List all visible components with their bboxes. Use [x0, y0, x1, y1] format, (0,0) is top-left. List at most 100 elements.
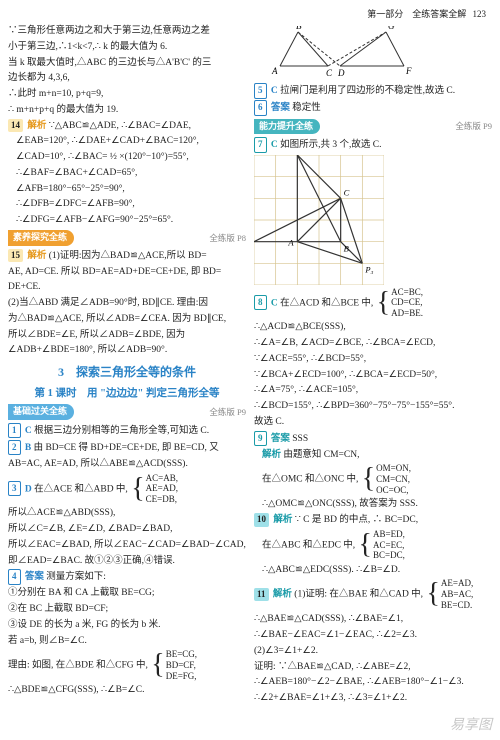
text-seg: SSS [292, 434, 308, 444]
brace-group: { AC=BC, CD=CE, AD=BE. [376, 287, 423, 319]
q-tag: 答案 [271, 434, 290, 444]
text-line: 即∠EAD=∠BAC. 故①②③正确,④错误. [8, 554, 246, 568]
text-seg: 拉闸门是利用了四边形的不稳定性,故选 C. [280, 86, 455, 96]
text-seg: (1)证明:因为△BAD≌△ACE,所以 BD= [49, 251, 207, 261]
text-line: AB=AC, AE=AD, 所以△ABE≌△ACD(SSS). [8, 457, 246, 471]
brace-item: AB=ED, [373, 529, 405, 540]
q-tag: 解析 [262, 450, 281, 460]
text-line: ∵三角形任意两边之和大于第三边,任意两边之差 [8, 24, 246, 38]
text-line: ②在 BC 上截取 BD=CF; [8, 602, 246, 616]
q6: 6 答案 稳定性 [254, 100, 492, 116]
q-number: 1 [8, 423, 21, 439]
q-number: 3 [8, 481, 21, 497]
q-ans: B [25, 443, 31, 453]
q-number: 10 [254, 513, 269, 527]
q-tag: 解析 [27, 121, 46, 131]
text-line: 为△BAD≌△ACE, 所以∠ADB=∠CEA. 因为 BD∥CE, [8, 312, 246, 326]
bar-badge: 基础过关全练 [8, 404, 74, 420]
text-line: ①分别在 BA 和 CA 上截取 BE=CG; [8, 586, 246, 600]
text-line: ∴△BAE≌△CAD(SSS), ∴∠BAE=∠1, [254, 612, 492, 626]
text-line: ∠CAD=10°, ∴∠BAC= ½ ×(120°−10°)=55°, [8, 150, 246, 164]
text-line: ∵∠ACE=55°, ∴∠BCD=55°, [254, 352, 492, 366]
svg-text:D: D [337, 68, 345, 78]
q8-head: 8 C 在△ACD 和△BCE 中, { AC=BC, CD=CE, AD=BE… [254, 287, 492, 319]
svg-text:C: C [326, 68, 333, 78]
bar-ability: 能力提升全练 全练版 P9 [254, 119, 492, 135]
q-number: 6 [254, 100, 267, 116]
q-number: 15 [8, 249, 23, 263]
text-seg: 在△ABC 和△EDC 中, [262, 540, 355, 550]
svg-text:B: B [296, 26, 302, 31]
text-line: ∴△ABC≌△EDC(SSS). ∴∠B=∠D. [254, 563, 492, 577]
q-tag: 解析 [273, 590, 292, 600]
brace-group: { BE=CG, BD=CF, DE=FG, [150, 649, 197, 681]
q-number: 2 [8, 440, 21, 456]
q-number: 7 [254, 137, 267, 153]
brace-item: CD=CE, [391, 297, 423, 308]
brace-icon: { [359, 534, 372, 556]
text-line: ∴此时 m+n=10, p+q=9, [8, 87, 246, 101]
brace-item: AB=AC, [441, 589, 473, 600]
text-seg: (1)证明: 在△BAE 和△CAD 中, [294, 590, 423, 600]
q10-head: 10 解析 ∵ C 是 BD 的中点, ∴ BC=DC, [254, 513, 492, 527]
brace-item: BD=CF, [166, 660, 197, 671]
text-line: ∴∠BCD=155°, ∴∠BPD=360°−75°−75°−155°=55°. [254, 399, 492, 413]
text-line: ∴∠AEB=180°−∠2−∠BAE, ∴∠AEB=180°−∠1−∠3. [254, 675, 492, 689]
q5: 5 C 拉闸门是利用了四边形的不稳定性,故选 C. [254, 83, 492, 99]
brace-item: AD=BE. [391, 308, 423, 319]
brace-item: AC=BC, [391, 287, 423, 298]
brace-item: AC=AB, [146, 473, 178, 484]
q-tag: 解析 [27, 251, 46, 261]
text-line: 所以△ACE≌△ABD(SSS), [8, 506, 246, 520]
text-line: 所以∠BDE=∠E, 所以∠ADB=∠BDE, 因为 [8, 328, 246, 342]
text-line: ∴△OMC≌△ONC(SSS), 故答案为 SSS. [254, 497, 492, 511]
q-ans: C [25, 426, 32, 436]
text-seg: 理由: 如图, 在△BDE 和△CFG 中, [8, 661, 148, 671]
q-ans: C [271, 298, 278, 308]
text-line: ∴△ACD≌△BCE(SSS), [254, 320, 492, 334]
bar-badge: 素养探究全练 [8, 230, 74, 246]
brace-icon: { [377, 292, 390, 314]
text-line: ∴∠DFB=∠DFC=∠AFB=90°, [8, 197, 246, 211]
q1: 1 C 根据三边分别相等的三角形全等,可知选 C. [8, 423, 246, 439]
q9-ans: 9 答案 SSS [254, 431, 492, 447]
brace-group: { OM=ON, CM=CN, OC=OC, [361, 463, 411, 495]
brace-item: OC=OC, [376, 485, 411, 496]
text-seg: 在△ACD 和△BCE 中, [280, 298, 373, 308]
header-section: 第一部分 全练答案全解 [367, 9, 466, 19]
q-number: 11 [254, 588, 269, 602]
text-line: ∴∠2+∠BAE=∠1+∠3, ∴∠3=∠1+∠2. [254, 691, 492, 705]
text-line: ∴∠A=∠B, ∠ACD=∠BCE, ∴∠BCA=∠ECD, [254, 336, 492, 350]
text-line: 证明: ∵△BAE≌△CAD, ∴∠ABE=∠2, [254, 660, 492, 674]
q-number: 8 [254, 295, 267, 311]
brace-icon: { [362, 468, 375, 490]
q11-head: 11 解析 (1)证明: 在△BAE 和△CAD 中, { AE=AD, AB=… [254, 578, 492, 610]
brace-item: AE=AD, [441, 578, 473, 589]
text-seg: 在△ACE 和△ABD 中, [34, 484, 128, 494]
q4-reason: 理由: 如图, 在△BDE 和△CFG 中, { BE=CG, BD=CF, D… [8, 649, 246, 681]
text-seg: 由题意知 CM=CN, [283, 450, 359, 460]
text-line: DE+CE. [8, 280, 246, 294]
text-line: 当 k 取最大值时,△ABC 的三边长与△A'B'C' 的三 [8, 56, 246, 70]
bar-basic: 基础过关全练 全练版 P9 [8, 404, 246, 420]
q4-head: 4 答案 测量方案如下: [8, 569, 246, 585]
q-number: 9 [254, 431, 267, 447]
text-line: ∴∠BAF=∠BAC+∠CAD=65°, [8, 166, 246, 180]
text-line: 所以∠EAC=∠BAD, 所以∠EAC−∠CAD=∠BAD−∠CAD, [8, 538, 246, 552]
text-seg: 由 BD=CE 得 BD+DE=CE+DE, 即 BE=CD, 又 [34, 443, 219, 453]
text-seg: 根据三边分别相等的三角形全等,可知选 C. [34, 426, 209, 436]
brace-item: DE=FG, [166, 671, 197, 682]
q-ans: C [271, 140, 278, 150]
q9-brace: 在△OMC 和△ONC 中, { OM=ON, CM=CN, OC=OC, [254, 463, 492, 495]
text-line: ∠EAB=120°, ∴∠DAE+∠CAD+∠BAC=120°, [8, 134, 246, 148]
right-column: ABCDGF 5 C 拉闸门是利用了四边形的不稳定性,故选 C. 6 答案 稳定… [254, 24, 492, 707]
bar-right: 全练版 P9 [209, 406, 246, 419]
brace-group: { AB=ED, AC=EC, BC=DC, [358, 529, 405, 561]
text-line: AE, AD=CE. 所以 BD=AE=AD+DE=CE+DE, 即 BD= [8, 265, 246, 279]
figure-grid: ABCP₁P₂P₃ [254, 155, 492, 285]
svg-text:G: G [388, 26, 395, 31]
brace-item: AE=AD, [146, 483, 178, 494]
q9-exp: 解析 由题意知 CM=CN, [254, 448, 492, 462]
bar-badge: 能力提升全练 [254, 119, 320, 135]
q15-head: 15 解析 (1)证明:因为△BAD≌△ACE,所以 BD= [8, 249, 246, 263]
